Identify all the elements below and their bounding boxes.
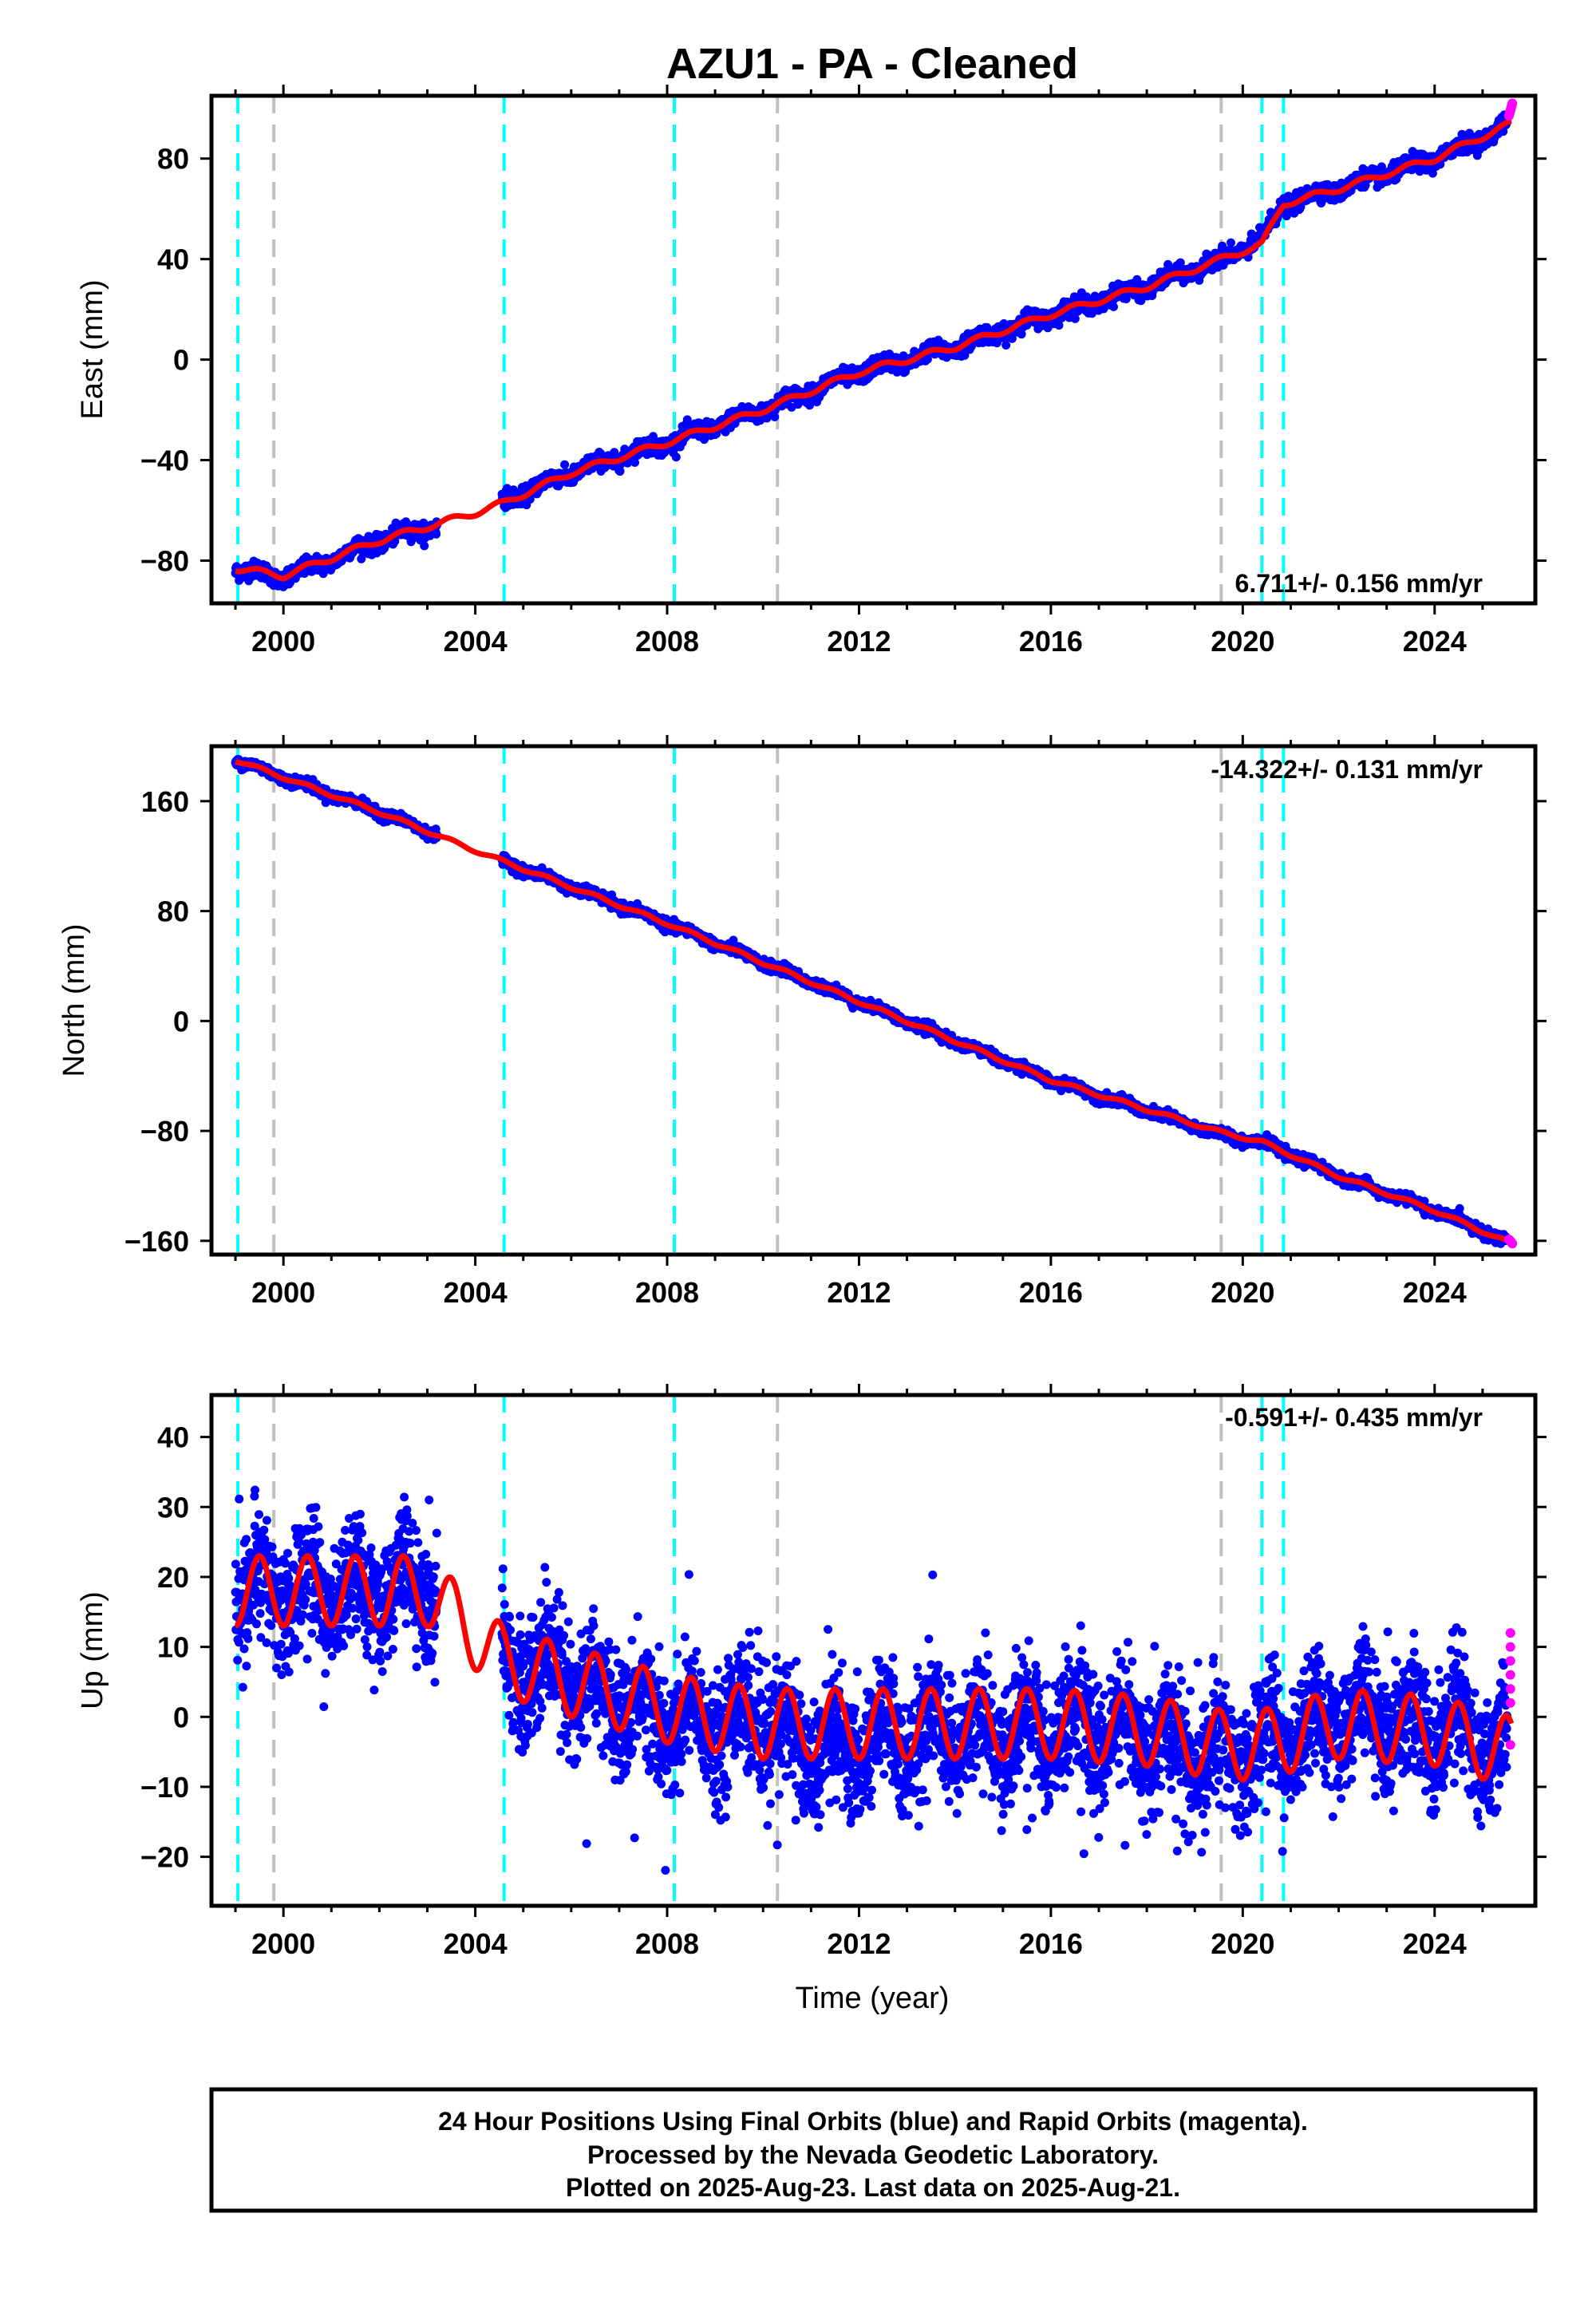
x-tick-label: 2020 bbox=[1211, 625, 1274, 658]
chart-title: AZU1 - PA - Cleaned bbox=[666, 40, 1078, 88]
data-point bbox=[1227, 238, 1235, 247]
data-point bbox=[1017, 330, 1026, 339]
model-curve bbox=[235, 118, 1512, 582]
x-tick-label: 2004 bbox=[444, 625, 508, 658]
data-point bbox=[649, 432, 658, 441]
data-point bbox=[615, 467, 625, 476]
north-panel: 2000 2004 2008 2012 2016 2020 2024−160−8008016… bbox=[57, 735, 1547, 1309]
data-point bbox=[1109, 302, 1118, 311]
data-point bbox=[1428, 168, 1437, 178]
data-point bbox=[432, 529, 441, 539]
rapid-point bbox=[1507, 98, 1518, 109]
y-axis-label: East (mm) bbox=[76, 279, 109, 419]
data-point bbox=[1175, 258, 1185, 267]
y-tick-label: −40 bbox=[140, 445, 189, 477]
x-tick-label: 2012 bbox=[827, 625, 891, 658]
rapid-orbit-points bbox=[1503, 98, 1518, 121]
y-tick-label: 0 bbox=[173, 344, 189, 377]
data-point bbox=[1070, 314, 1080, 323]
data-point bbox=[420, 541, 429, 551]
x-tick-label: 2008 bbox=[635, 625, 699, 658]
plot-frame bbox=[209, 93, 1538, 606]
y-tick-label: 80 bbox=[157, 143, 189, 176]
data-point bbox=[560, 460, 570, 469]
data-point bbox=[1001, 341, 1011, 350]
data-point bbox=[729, 935, 738, 945]
x-tick-label: 2016 bbox=[1019, 625, 1083, 658]
plot-area bbox=[231, 96, 1518, 603]
data-point bbox=[1007, 334, 1017, 343]
x-tick-label: 2024 bbox=[1403, 625, 1467, 658]
data-point bbox=[671, 453, 681, 462]
x-tick-label: 2000 bbox=[251, 625, 315, 658]
rate-label: 6.711+/- 0.156 mm/yr bbox=[1235, 569, 1483, 598]
data-point bbox=[1054, 321, 1064, 330]
east-panel: 2000 2004 2008 2012 2016 2020 2024 −80 −40 0 40 80 E… bbox=[76, 85, 1547, 658]
y-tick-label: 40 bbox=[157, 243, 189, 276]
y-tick-label: −80 bbox=[140, 544, 189, 577]
data-point bbox=[770, 412, 780, 421]
data-point bbox=[1132, 275, 1142, 284]
plot-area bbox=[231, 746, 1518, 1255]
